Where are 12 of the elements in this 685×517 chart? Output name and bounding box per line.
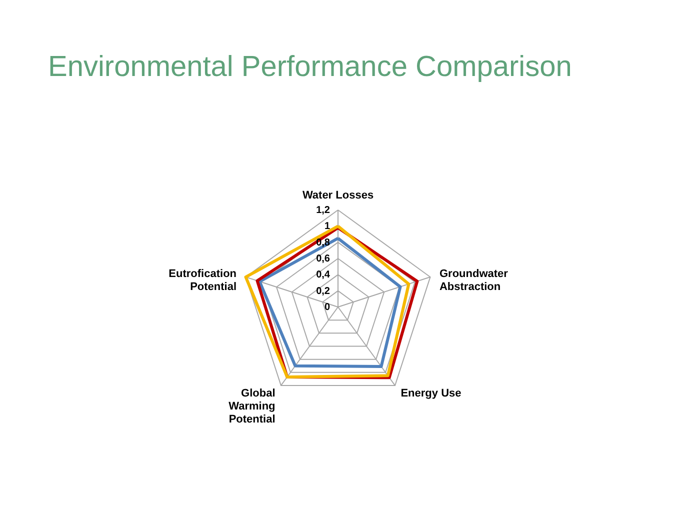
spoke-label: Water Losses: [302, 189, 374, 202]
spoke-label: Eutrofication Potential: [168, 268, 237, 294]
y-tick-label: 0: [324, 302, 330, 313]
y-tick-label: 1: [324, 221, 330, 232]
y-tick-label: 1,2: [316, 205, 330, 216]
y-tick-label: 0,2: [316, 286, 330, 297]
spoke-label: Groundwater Abstraction: [439, 268, 509, 294]
spoke-label: Global Warming Potential: [228, 387, 276, 426]
spoke-label: Energy Use: [400, 387, 462, 400]
y-tick-label: 0,6: [316, 254, 330, 264]
y-tick-label: 0,4: [316, 270, 330, 281]
chart-title: Environmental Performance Comparison: [48, 51, 572, 83]
